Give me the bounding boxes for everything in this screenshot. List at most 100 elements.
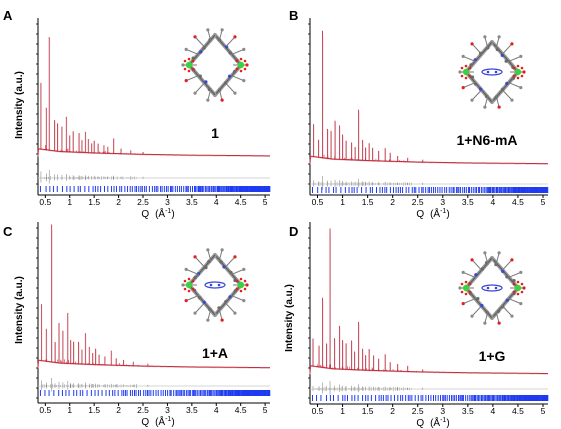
framework-atom <box>501 269 505 274</box>
guest-molecule <box>204 281 226 289</box>
substituent-atom <box>519 302 523 306</box>
substituent-atom <box>220 98 224 102</box>
substituent-bond <box>462 271 476 279</box>
framework-atom <box>511 76 516 80</box>
substituent-atom <box>220 318 224 322</box>
substituent-atom <box>470 98 474 102</box>
substituent-bond <box>231 294 245 302</box>
framework-atom <box>469 63 473 67</box>
framework-atom <box>232 70 237 74</box>
compound-label: 1+A <box>202 345 228 361</box>
ligand-oxygen <box>235 59 239 63</box>
x-tick-label: 3 <box>165 405 170 415</box>
ligand-oxygen <box>235 67 239 71</box>
y-axis-label: Intensity (a.u.) <box>14 276 25 344</box>
substituent-atom <box>497 321 501 325</box>
ligand-oxygen <box>512 290 516 294</box>
x-tick-label: 4.5 <box>512 406 524 416</box>
x-tick-label: 5 <box>541 406 546 416</box>
framework-atom <box>501 87 505 91</box>
molecular-structure-image <box>181 28 249 102</box>
x-tick-label: 5 <box>263 405 268 415</box>
substituent-bond <box>462 297 476 305</box>
ligand-oxygen <box>187 69 191 73</box>
framework-atom <box>480 303 484 308</box>
ligand-oxygen <box>512 74 516 78</box>
substituent-atom <box>470 42 474 46</box>
substituent-atom <box>233 311 237 315</box>
ligand-oxygen <box>464 64 468 68</box>
substituent-atom <box>483 321 487 325</box>
substituent-bond <box>508 81 522 89</box>
ligand-oxygen <box>191 279 195 283</box>
ligand-oxygen <box>468 66 472 70</box>
framework-atom <box>233 289 237 293</box>
framework-atom <box>224 45 229 49</box>
molecular-structure-image <box>458 35 526 109</box>
framework-atom <box>497 309 501 313</box>
panel-c: 0.5 1 1.5 2 2.5 3 3.5 4 4.5 5 Q (Å-1) Intensity (a.u… <box>3 222 271 428</box>
substituent-atom <box>233 35 237 39</box>
x-tick-label: 1.5 <box>362 197 374 207</box>
framework-atom <box>470 75 475 79</box>
substituent-bond <box>484 311 489 324</box>
x-tick-label: 3 <box>440 197 445 207</box>
ligand-oxygen <box>460 290 464 294</box>
x-axis-label-main: Q <box>141 417 149 428</box>
substituent-atom <box>519 86 523 90</box>
substituent-atom <box>181 283 185 287</box>
ligand-oxygen <box>520 290 524 294</box>
substituent-atom <box>193 255 197 259</box>
ligand-oxygen <box>239 69 243 73</box>
framework-atom <box>474 273 478 277</box>
ligand-oxygen <box>187 57 191 61</box>
substituent-atom <box>242 79 246 83</box>
substituent-atom <box>497 105 501 109</box>
y-axis-label: Intensity (a.u.) <box>14 71 25 139</box>
ligand-oxygen <box>239 289 243 293</box>
substituent-bond <box>471 306 482 317</box>
substituent-atom <box>184 299 188 303</box>
framework-atom <box>505 275 509 279</box>
substituent-atom <box>483 35 487 39</box>
substituent-bond <box>218 88 223 101</box>
calculated-baseline <box>37 148 270 157</box>
substituent-bond <box>502 90 513 101</box>
x-tick-label: 1.5 <box>88 405 100 415</box>
x-tick-label: 1.5 <box>88 197 100 207</box>
substituent-bond <box>502 43 513 54</box>
guest-molecule <box>481 284 503 292</box>
x-tick-label: 5 <box>263 197 268 207</box>
ligand-oxygen <box>460 282 464 286</box>
substituent-atom <box>510 98 514 102</box>
substituent-atom <box>510 258 514 262</box>
substituent-atom <box>242 299 246 303</box>
ligand-oxygen <box>243 67 247 71</box>
calculated-baseline <box>309 365 548 375</box>
metal-centre <box>514 68 522 76</box>
x-tick-label: 3 <box>440 406 445 416</box>
ligand-oxygen <box>520 66 524 70</box>
framework-atom <box>202 46 206 50</box>
substituent-atom <box>461 86 465 90</box>
substituent-atom <box>470 314 474 318</box>
compound-label: 1 <box>211 125 219 141</box>
substituent-bond <box>194 83 205 94</box>
molecular-structure-image <box>458 251 526 325</box>
x-tick-label: 3 <box>165 197 170 207</box>
framework-atom <box>480 267 484 271</box>
substituent-bond <box>462 55 476 63</box>
substituent-atom <box>510 314 514 318</box>
ligand-oxygen <box>468 74 472 78</box>
substituent-bond <box>471 90 482 101</box>
substituent-bond <box>185 268 199 276</box>
substituent-atom <box>522 70 526 74</box>
framework-atom <box>202 300 206 304</box>
ligand-oxygen <box>191 59 195 63</box>
substituent-bond <box>225 83 236 94</box>
substituent-bond <box>194 303 205 314</box>
framework-atom <box>207 260 211 264</box>
substituent-atom <box>519 54 523 58</box>
ligand-oxygen <box>239 277 243 281</box>
substituent-atom <box>193 91 197 95</box>
